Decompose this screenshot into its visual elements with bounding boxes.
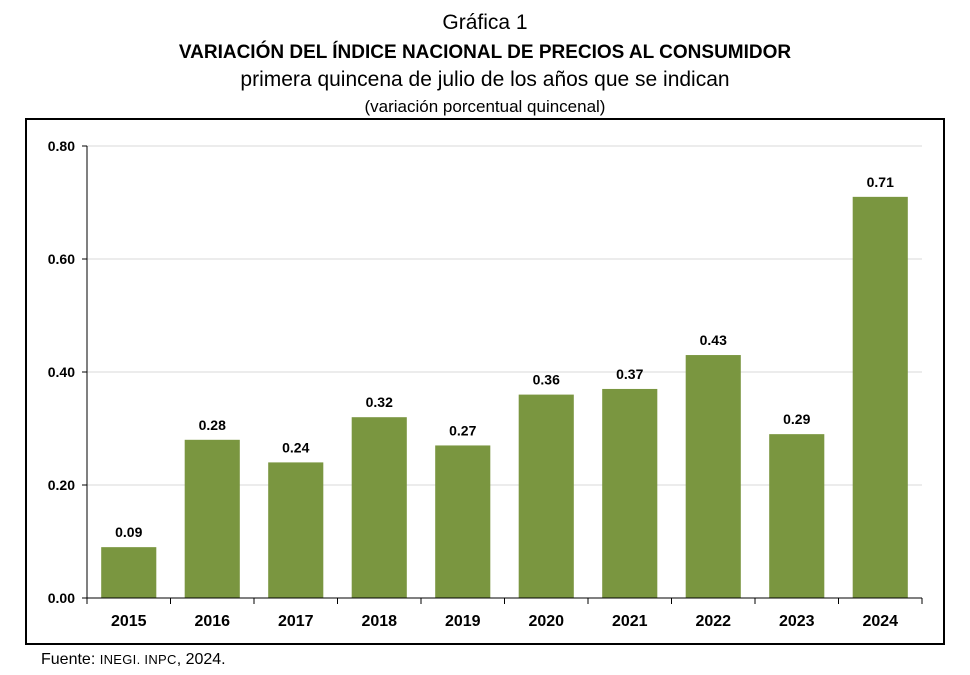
x-tick-label: 2024: [862, 613, 898, 630]
chart-subtitle: primera quincena de julio de los años qu…: [240, 68, 730, 91]
x-tick-label: 2016: [194, 613, 230, 630]
source-prefix: Fuente:: [41, 651, 100, 668]
data-label: 0.36: [533, 372, 560, 388]
chart-title: VARIACIÓN DEL ÍNDICE NACIONAL DE PRECIOS…: [178, 42, 792, 63]
data-label: 0.09: [115, 524, 142, 540]
bar-2022: [685, 355, 741, 598]
bar-chart: 0.09 0.28 0.24 0.32 0.27 0.36 0.37 0.43 0.29 0.71…: [48, 138, 923, 630]
x-tick-label: 2022: [695, 613, 731, 630]
data-label: 0.32: [366, 394, 393, 410]
chart-frame: 0.09 0.28 0.24 0.32 0.27 0.36 0.37 0.43 0.29 0.71…: [25, 118, 945, 645]
bar-2016: [184, 439, 240, 598]
data-label: 0.37: [616, 366, 643, 382]
source-suffix: , 2024.: [176, 651, 226, 668]
chart-number: Gráfica 1: [442, 11, 528, 34]
data-label: 0.43: [700, 332, 727, 348]
x-tick-label: 2021: [612, 613, 648, 630]
y-tick-label: 0.60: [48, 251, 75, 267]
data-label: 0.24: [282, 439, 309, 455]
bar-2017: [268, 462, 324, 598]
source-note: Fuente: INEGI. INPC, 2024.: [41, 650, 226, 670]
data-label: 0.71: [867, 174, 894, 190]
bar-2021: [602, 388, 658, 598]
x-tick-label: 2017: [278, 613, 314, 630]
x-tick-label: 2023: [779, 613, 815, 630]
x-tick-label: 2018: [361, 613, 397, 630]
bar-2020: [518, 394, 574, 598]
y-tick-label: 0.00: [48, 590, 75, 606]
x-tick-label: 2015: [111, 613, 147, 630]
bar-2015: [101, 547, 157, 598]
data-label: 0.27: [449, 422, 476, 438]
data-label: 0.28: [199, 417, 226, 433]
y-tick-label: 0.20: [48, 477, 75, 493]
y-tick-label: 0.80: [48, 138, 75, 154]
bar-2019: [435, 445, 491, 598]
bar-2024: [852, 196, 908, 598]
bar-2023: [769, 434, 825, 598]
source-org: INEGI. INPC: [99, 652, 177, 667]
bar-2018: [351, 417, 407, 598]
x-tick-label: 2019: [445, 613, 481, 630]
y-tick-label: 0.40: [48, 364, 75, 380]
chart-units: (variación porcentual quincenal): [364, 97, 606, 116]
data-label: 0.29: [783, 411, 810, 427]
x-tick-label: 2020: [528, 613, 564, 630]
